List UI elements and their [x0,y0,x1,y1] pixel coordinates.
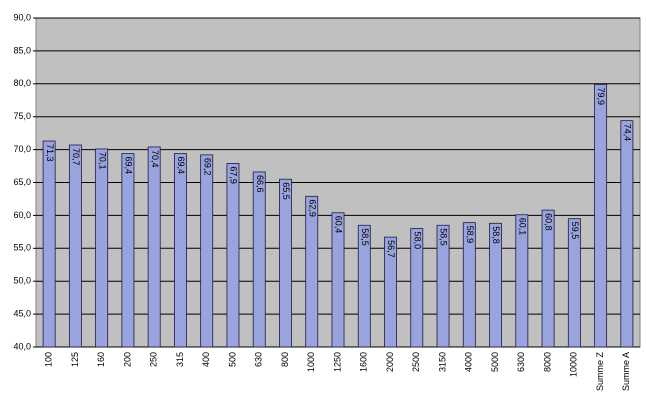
bar [42,140,56,348]
y-tick-label: 90,0 [13,12,31,22]
x-tick-label: 2000 [385,352,395,372]
x-tick-label: 10000 [569,352,579,377]
y-tick-label: 40,0 [13,341,31,351]
value-label: 70,7 [71,148,81,166]
bar [200,154,214,348]
value-label: 67,9 [229,166,239,184]
y-tick-label: 75,0 [13,111,31,121]
value-label: 58,5 [439,228,449,246]
x-tick-label: 6300 [516,352,526,372]
y-tick-label: 85,0 [13,45,31,55]
x-tick-label: 8000 [542,352,552,372]
y-tick-label: 80,0 [13,78,31,88]
value-label: 79,9 [596,87,606,105]
bar [68,144,82,348]
value-label: 74,4 [622,124,632,142]
bar [410,228,424,348]
y-tick-label: 45,0 [13,308,31,318]
bar [95,148,109,348]
bar [489,222,503,348]
value-label: 69,4 [124,157,134,175]
y-tick-label: 55,0 [13,243,31,253]
bar [147,146,161,348]
x-tick-label: 4000 [464,352,474,372]
y-tick-label: 50,0 [13,276,31,286]
value-label: 60,4 [334,216,344,234]
value-label: 58,9 [465,226,475,244]
bar [305,195,319,348]
bar [515,214,529,348]
bar [436,224,450,348]
bar [541,209,555,348]
bar [594,84,608,348]
bar [357,224,371,348]
value-label: 59,5 [570,222,580,240]
value-label: 58,5 [360,228,370,246]
bar [173,153,187,348]
x-tick-label: 800 [280,352,290,367]
value-label: 62,9 [307,199,317,217]
x-tick-label: 3150 [437,352,447,372]
value-label: 60,8 [544,213,554,231]
bar [279,178,292,348]
x-tick-label: 1000 [306,352,316,372]
x-tick-label: 250 [149,352,159,367]
bar [226,163,240,348]
x-tick-label: 1250 [332,352,342,372]
x-tick-label: 160 [96,352,106,367]
y-tick-label: 65,0 [13,177,31,187]
value-label: 60,1 [517,218,527,236]
bar [121,153,135,348]
value-label: 71,3 [45,144,55,162]
x-tick-label: 630 [254,352,264,367]
value-label: 70,4 [150,150,160,168]
bar [567,218,581,348]
value-label: 65,5 [281,182,291,200]
bar [384,236,397,348]
x-tick-label: 200 [122,352,132,367]
x-tick-label: 1600 [359,352,369,372]
x-tick-label: 125 [70,352,80,367]
bar [620,120,634,348]
value-label: 58,8 [491,226,501,244]
bar [462,222,476,348]
x-tick-label: 2500 [411,352,421,372]
x-tick-label: 315 [175,352,185,367]
bar [331,212,345,348]
y-tick-label: 70,0 [13,144,31,154]
value-label: 69,2 [202,158,212,176]
value-label: 69,4 [176,157,186,175]
x-tick-label: 100 [44,352,54,367]
y-tick-label: 60,0 [13,210,31,220]
x-tick-label: 400 [201,352,211,367]
x-tick-label: Summe Z [595,352,605,392]
bar [252,171,266,348]
x-tick-label: 500 [227,352,237,367]
x-tick-label: Summe A [621,352,631,391]
value-label: 66,6 [255,175,265,193]
value-label: 56,7 [386,240,396,258]
value-label: 70,1 [97,152,107,170]
value-label: 58,0 [412,232,422,250]
x-tick-label: 5000 [490,352,500,372]
